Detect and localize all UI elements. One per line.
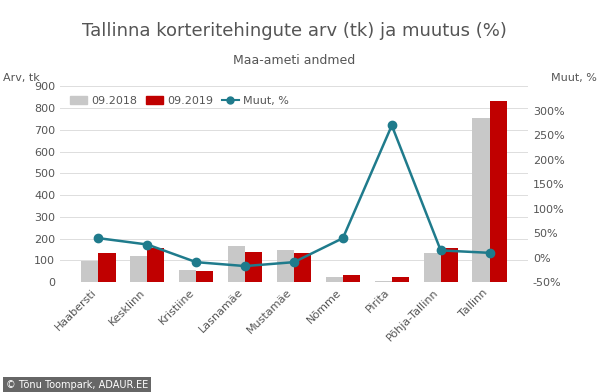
- Muut, %: [437, 248, 445, 253]
- Bar: [294, 253, 311, 282]
- Bar: [392, 278, 409, 282]
- Muut, %: [193, 260, 200, 265]
- Bar: [98, 253, 116, 282]
- Bar: [490, 102, 507, 282]
- Bar: [441, 249, 458, 282]
- Muut, %: [340, 236, 347, 241]
- Bar: [179, 270, 196, 282]
- Muut, %: [486, 250, 493, 255]
- Muut, %: [241, 264, 248, 269]
- Muut, %: [143, 242, 151, 247]
- Text: © Tõnu Toompark, ADAUR.EE: © Tõnu Toompark, ADAUR.EE: [6, 380, 148, 390]
- Legend: 09.2018, 09.2019, Muut, %: 09.2018, 09.2019, Muut, %: [65, 92, 293, 111]
- Bar: [424, 253, 441, 282]
- Muut, %: [290, 260, 298, 265]
- Bar: [228, 246, 245, 282]
- Bar: [277, 250, 294, 282]
- Bar: [147, 249, 164, 282]
- Bar: [245, 252, 262, 282]
- Muut, %: [95, 236, 102, 241]
- Line: Muut, %: Muut, %: [94, 121, 494, 270]
- Text: Muut, %: Muut, %: [551, 73, 597, 83]
- Bar: [81, 261, 98, 282]
- Bar: [374, 281, 392, 282]
- Bar: [343, 275, 360, 282]
- Bar: [130, 256, 147, 282]
- Text: Arv, tk: Arv, tk: [3, 73, 40, 83]
- Text: Tallinna korteritehingute arv (tk) ja muutus (%): Tallinna korteritehingute arv (tk) ja mu…: [82, 22, 506, 40]
- Bar: [472, 118, 490, 282]
- Bar: [196, 271, 214, 282]
- Bar: [326, 277, 343, 282]
- Muut, %: [388, 123, 395, 128]
- Text: Maa-ameti andmed: Maa-ameti andmed: [233, 54, 355, 67]
